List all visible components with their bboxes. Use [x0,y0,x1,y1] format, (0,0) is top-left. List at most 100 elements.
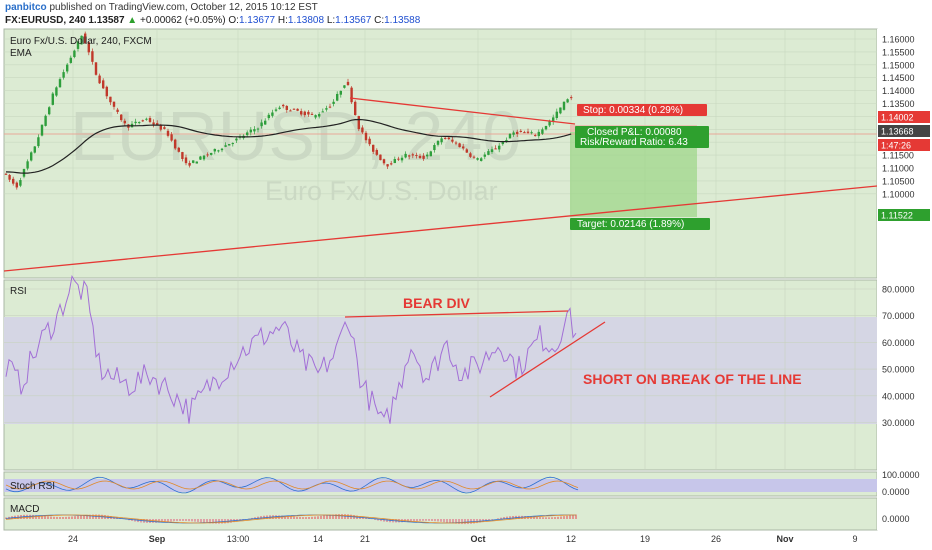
candle-body [444,137,447,139]
price-tick: 1.16000 [882,35,915,45]
price-tick: 1.11000 [882,164,914,174]
candle-body [84,33,87,44]
ema-line [5,118,572,174]
candle-body [271,112,274,116]
candle-body [44,115,47,126]
candle-body [411,154,414,156]
candle-body [318,114,321,117]
price-tick: 1.15000 [882,60,915,70]
ohlc-line: FX:EURUSD, 240 1.13587 ▲ +0.00062 (+0.05… [5,15,420,26]
price-tick: 1.10000 [882,189,915,199]
high-label: H: [277,15,288,26]
candle-body [37,137,40,147]
price-tick: 1.15500 [882,47,915,57]
candle-body [357,116,360,130]
time-tick: 14 [313,534,323,544]
symbol-label: FX:EURUSD, 240 [5,15,86,26]
candle-body [562,101,566,110]
candle-body [523,132,526,134]
candle-body [462,146,465,149]
time-axis[interactable]: 24 Sep 13:00 14 21 Oct 12 19 26 Nov 9 [68,534,858,544]
rsi-trendline[interactable] [489,321,606,398]
candle-body [199,156,202,160]
candle-body [372,144,375,152]
closed-pnl-label: Closed P&L: 0.00080 [587,127,682,138]
candle-body [559,107,562,114]
publish-line: panbitco published on TradingView.com, O… [5,2,318,13]
candle-body [249,129,252,133]
candle-body [195,161,198,164]
candle-body [328,106,332,108]
resistance-trendline[interactable] [349,97,576,125]
candle-body [274,109,278,111]
candle-body [210,152,213,155]
candle-body [217,150,220,152]
candle-body [346,81,350,86]
candle-body [256,128,260,130]
candle-body [505,139,508,141]
candle-body [472,156,476,158]
candle-body [361,127,364,133]
stop-label: Stop: 0.00334 (0.29%) [583,105,683,116]
candle-body [55,87,58,96]
bear-div-annotation: BEAR DIV [403,295,471,311]
stoch-title: Stoch RSI [10,481,55,492]
macd-pane[interactable] [3,497,878,531]
candle-body [415,154,418,156]
candle-body [120,114,123,121]
candle-body [69,57,72,63]
candle-body [469,153,472,157]
candle-body [264,120,267,125]
candle-body [300,111,303,115]
candle-body [123,120,126,124]
candle-body [368,138,371,145]
candle-body [260,122,263,127]
candle-body [192,160,195,163]
time-tick: 21 [360,534,370,544]
candle-body [386,164,389,167]
support-trendline[interactable] [3,185,878,272]
candle-body [336,93,339,101]
candle-body [494,148,497,150]
bear-div-line[interactable] [344,310,569,318]
price-tick: 1.13500 [882,99,915,109]
risk-reward-label: Risk/Reward Ratio: 6.43 [580,137,688,148]
candle-body [516,131,519,134]
candle-body [282,104,285,107]
candle-body [397,158,400,160]
candle-body [19,180,22,186]
candle-body [76,41,80,49]
price-tags: 1.14002 1.13668 1:47:26 1.11522 [878,111,930,221]
candle-body [15,182,18,188]
time-tick: 13:00 [227,534,250,544]
candle-body [138,122,141,124]
candle-body [548,121,551,126]
candle-body [501,141,504,145]
price-change: +0.00062 (+0.05%) [139,15,226,26]
candle-body [310,113,314,115]
candle-body [429,151,432,157]
price-tag: 1.13668 [881,127,914,137]
candle-body [170,134,173,141]
open-label: O: [228,15,239,26]
candle-body [433,145,436,151]
author-link[interactable]: panbitco [5,2,47,13]
candle-body [33,146,36,153]
candle-body [400,157,404,161]
candle-body [544,125,548,130]
stoch-tick: 0.0000 [882,487,910,497]
candle-body [519,130,522,132]
candle-body [159,125,162,130]
candle-body [285,105,288,110]
candle-body [181,152,184,159]
time-tick: Nov [776,534,793,544]
candle-body [267,114,270,119]
candle-body [148,118,152,122]
open-value: 1.13677 [238,15,276,26]
candle-body [224,145,227,147]
candle-body [350,87,353,103]
candle-body [541,129,544,134]
candle-body [343,85,346,88]
rsi-line [5,275,577,424]
